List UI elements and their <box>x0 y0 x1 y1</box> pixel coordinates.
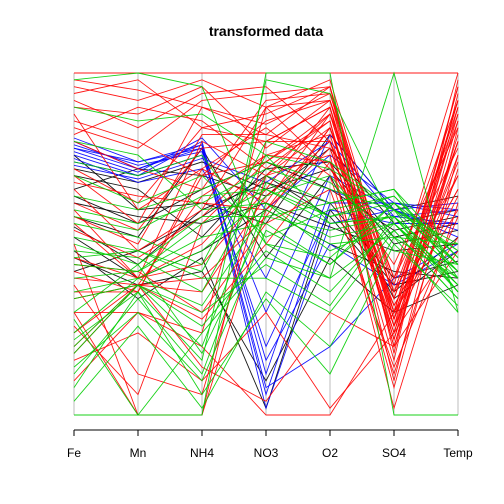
series-2-line-17 <box>73 79 459 363</box>
series-3-line-26 <box>73 79 459 362</box>
series-3-line-27 <box>73 188 459 272</box>
chart-title: transformed data <box>209 23 324 39</box>
x-tick-label-nh4: NH4 <box>190 446 214 460</box>
series-3-line-24 <box>73 154 459 272</box>
x-tick-label-temp: Temp <box>443 446 473 460</box>
x-tick-label-so4: SO4 <box>382 446 406 460</box>
series-3-line-22 <box>73 188 459 265</box>
series-2-line-23 <box>73 72 459 287</box>
series-3-line-11 <box>73 175 459 334</box>
x-tick-label-fe: Fe <box>67 446 81 460</box>
x-tick-labels: Fe Mn NH4 NO3 O2 SO4 Temp <box>67 430 473 460</box>
series-3-line-23 <box>73 236 459 410</box>
x-tick-label-mn: Mn <box>130 446 147 460</box>
x-tick-label-o2: O2 <box>322 446 338 460</box>
series-3-line-25 <box>73 154 459 259</box>
series-2-line-35 <box>73 86 459 321</box>
series-3-line-17 <box>73 229 459 416</box>
series-lines <box>73 71 459 416</box>
x-tick-label-no3: NO3 <box>254 446 279 460</box>
series-2-line-34 <box>73 134 459 335</box>
